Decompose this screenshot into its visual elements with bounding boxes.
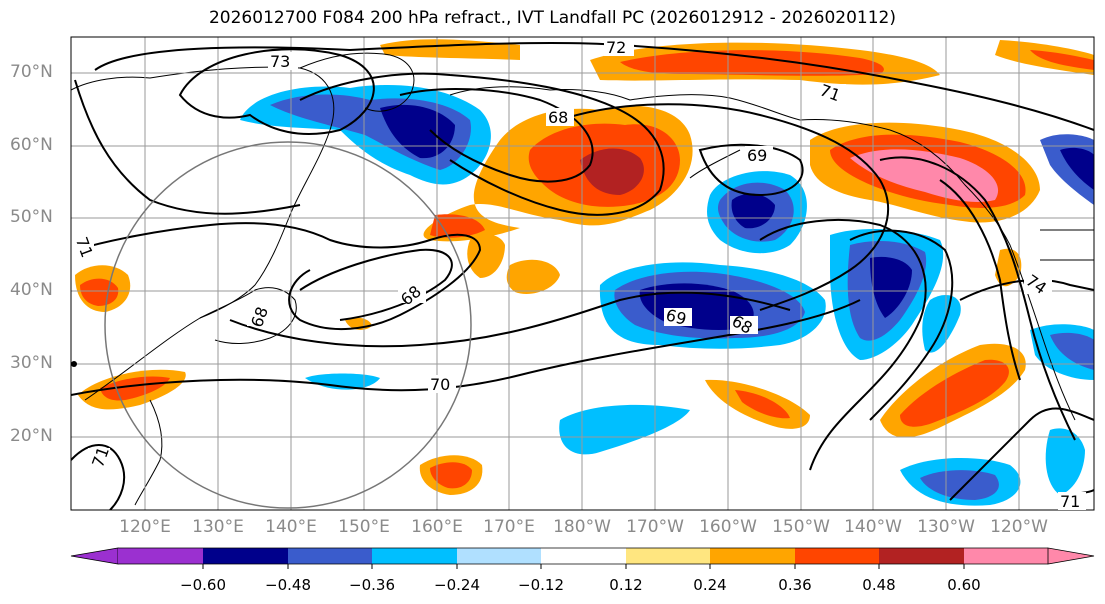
lon-label-150e: 150°E	[338, 517, 390, 537]
lon-label-170w: 170°W	[626, 517, 684, 537]
colorbar-bin	[457, 548, 541, 564]
lat-label-30n: 30°N	[10, 353, 53, 373]
contour-label-73: 73	[270, 52, 290, 71]
colorbar-tick-label: 0.12	[609, 576, 643, 594]
lon-label-150w: 150°W	[772, 517, 830, 537]
contour-label-68: 68	[548, 108, 568, 127]
lon-label-170e: 170°E	[483, 517, 535, 537]
colorbar-bin	[710, 548, 795, 564]
range-circle-marker	[71, 361, 77, 367]
map-title: 2026012700 F084 200 hPa refract., IVT La…	[208, 8, 896, 28]
lat-label-50n: 50°N	[10, 207, 53, 227]
lat-label-70n: 70°N	[10, 62, 53, 82]
lon-label-140e: 140°E	[265, 517, 317, 537]
contour-label-70: 70	[430, 375, 450, 394]
lon-label-160e: 160°E	[411, 517, 463, 537]
colorbar-tick-label: 0.36	[778, 576, 812, 594]
colorbar-bin	[372, 548, 457, 564]
colorbar-tick-label: −0.60	[180, 576, 226, 594]
contour-label-71: 71	[1060, 492, 1080, 511]
colorbar-bin	[964, 548, 1048, 564]
lon-label-180w: 180°W	[553, 517, 611, 537]
colorbar-extend-low	[70, 547, 119, 565]
lon-label-120e: 120°E	[119, 517, 171, 537]
contour-label-72: 72	[606, 38, 626, 57]
lat-label-20n: 20°N	[10, 426, 53, 446]
colorbar-tick-label: 0.48	[862, 576, 896, 594]
lon-label-130w: 130°W	[917, 517, 975, 537]
lat-label-40n: 40°N	[10, 280, 53, 300]
colorbar-bin	[288, 548, 372, 564]
map-frame	[70, 36, 1095, 511]
lon-label-120w: 120°W	[990, 517, 1048, 537]
lon-label-160w: 160°W	[699, 517, 757, 537]
colorbar-bin	[626, 548, 710, 564]
colorbar-bin	[541, 548, 626, 564]
colorbar-tick-label: 0.24	[693, 576, 727, 594]
lat-label-60n: 60°N	[10, 135, 53, 155]
colorbar-bin	[118, 548, 203, 564]
colorbar-bin	[795, 548, 879, 564]
colorbar-tick-label: −0.12	[518, 576, 564, 594]
colorbar-bin	[879, 548, 964, 564]
contour-label-69: 69	[664, 305, 689, 329]
colorbar-tick-label: −0.24	[434, 576, 480, 594]
colorbar-tick-label: 0.60	[947, 576, 981, 594]
colorbar-bin	[203, 548, 288, 564]
lon-label-130e: 130°E	[192, 517, 244, 537]
colorbar-extend-high	[1047, 547, 1095, 565]
coastlines	[71, 52, 1094, 506]
colorbar-tick-label: −0.48	[265, 576, 311, 594]
colorbar	[70, 547, 1095, 569]
contour-label-69: 69	[747, 146, 767, 165]
lon-label-140w: 140°W	[844, 517, 902, 537]
range-circle	[104, 141, 472, 509]
colorbar-tick-label: −0.36	[349, 576, 395, 594]
